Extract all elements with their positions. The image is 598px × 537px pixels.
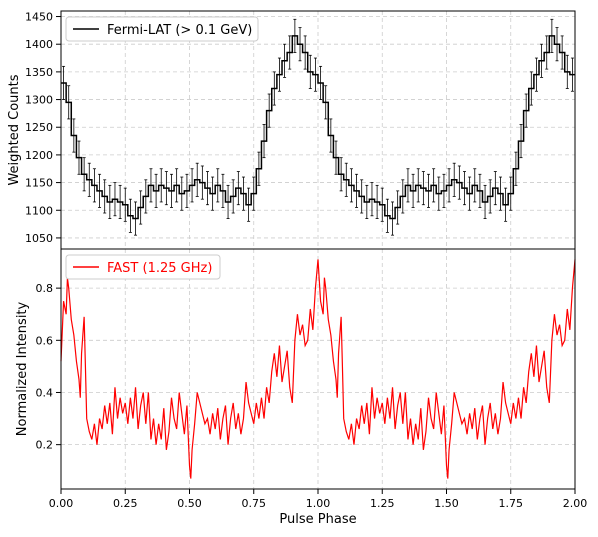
bottom-y-tick-label: 0.2	[36, 439, 54, 452]
top-y-tick-label: 1100	[25, 204, 53, 217]
x-tick-label: 0.50	[177, 497, 202, 510]
bottom-plot-frame	[60, 248, 576, 490]
top-y-tick-label: 1350	[25, 66, 53, 79]
top-y-axis-label: Weighted Counts	[7, 74, 22, 185]
fermi-step-line	[61, 35, 575, 220]
bottom-y-ticks: 0.2 0.4 0.6 0.8	[36, 282, 61, 452]
bottom-y-tick-label: 0.4	[36, 386, 54, 399]
x-tick-label: 0.00	[49, 497, 74, 510]
bottom-x-ticks: 0.00 0.25 0.50 0.75 1.00 1.25 1.50 1.75 2.00	[49, 489, 588, 510]
x-tick-label: 2.00	[563, 497, 588, 510]
bottom-legend-label: FAST (1.25 GHz)	[107, 261, 212, 276]
bottom-y-axis-label: Normalized Intensity	[15, 301, 30, 436]
x-tick-label: 0.25	[113, 497, 138, 510]
x-tick-label: 1.50	[434, 497, 459, 510]
fast-series	[60, 259, 576, 479]
x-tick-label: 0.75	[242, 497, 267, 510]
x-axis-label: Pulse Phase	[279, 512, 356, 527]
top-y-tick-label: 1050	[25, 232, 53, 245]
bottom-legend: FAST (1.25 GHz)	[65, 254, 221, 280]
fermi-series	[61, 18, 575, 236]
top-legend-box	[65, 16, 259, 42]
top-y-tick-label: 1200	[25, 149, 53, 162]
x-tick-label: 1.75	[499, 497, 524, 510]
top-y-tick-label: 1450	[25, 11, 53, 24]
top-y-tick-label: 1150	[25, 177, 53, 190]
bottom-panel: 0.2 0.4 0.6 0.8 0.00 0.25 0.50 0.75 1.00 1.25 1.5…	[15, 248, 588, 527]
top-y-ticks: 1050 1100 1150 1200 1250 1300 1350 1400 1450	[25, 11, 61, 245]
top-legend-label: Fermi-LAT (> 0.1 GeV)	[107, 23, 252, 38]
top-panel: 1050 1100 1150 1200 1250 1300 1350 1400 1450 Wei…	[7, 10, 576, 250]
x-tick-label: 1.00	[306, 497, 331, 510]
top-y-tick-label: 1250	[25, 121, 53, 134]
bottom-y-tick-label: 0.8	[36, 282, 54, 295]
x-tick-label: 1.25	[370, 497, 395, 510]
bottom-legend-box	[65, 254, 221, 280]
fast-line	[60, 259, 576, 479]
bottom-y-tick-label: 0.6	[36, 334, 54, 347]
top-legend: Fermi-LAT (> 0.1 GeV)	[65, 16, 259, 42]
top-y-tick-label: 1400	[25, 38, 53, 51]
top-y-tick-label: 1300	[25, 94, 53, 107]
